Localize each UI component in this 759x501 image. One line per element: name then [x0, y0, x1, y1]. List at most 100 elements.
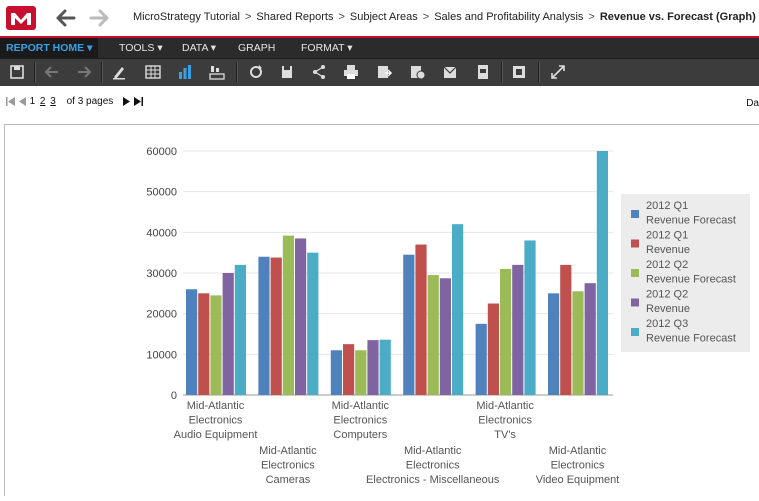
menu-data-label: DATA — [182, 42, 208, 54]
page-link[interactable]: 2 — [39, 96, 46, 107]
menu-report-home[interactable]: REPORT HOME ▾ — [0, 38, 99, 58]
breadcrumb-separator: > — [422, 11, 430, 23]
forward-arrow-icon[interactable] — [89, 9, 109, 27]
last-page-icon[interactable] — [133, 96, 143, 106]
y-tick-label: 60000 — [146, 146, 177, 158]
subscribe-icon[interactable] — [408, 63, 426, 81]
menu-report-home-label: REPORT HOME — [6, 42, 85, 54]
y-tick-label: 20000 — [146, 309, 177, 321]
bar — [572, 291, 584, 395]
print-icon[interactable] — [342, 63, 360, 81]
menu-tools-label: TOOLS — [119, 42, 155, 54]
top-bar: MicroStrategy Tutorial > Shared Reports > Su… — [0, 0, 759, 38]
breadcrumb-current: Revenue vs. Forecast (Graph) — [599, 11, 756, 23]
bar — [475, 323, 487, 395]
menu-bar: REPORT HOME ▾ TOOLS ▾ DATA ▾ GRAPH FORMA… — [0, 38, 759, 58]
export-pdf-icon[interactable] — [474, 63, 492, 81]
save-icon[interactable] — [8, 63, 26, 81]
legend-label: Revenue Forecast — [646, 215, 736, 227]
legend-swatch — [631, 328, 639, 336]
revenue-forecast-chart: 60000 50000 40000 30000 20000 10000 0 Mid-Atlan… — [146, 146, 750, 486]
share-icon[interactable] — [310, 63, 328, 81]
microstrategy-logo[interactable] — [6, 6, 36, 30]
bar — [282, 235, 294, 395]
bar — [415, 244, 427, 395]
design-mode-icon[interactable] — [110, 63, 128, 81]
save-as-icon[interactable] — [278, 63, 296, 81]
bar — [427, 275, 439, 395]
back-arrow-icon[interactable] — [56, 9, 76, 27]
y-tick-label: 40000 — [146, 227, 177, 239]
breadcrumb-item[interactable]: Subject Areas — [349, 11, 418, 23]
bar — [210, 295, 222, 395]
fullscreen-icon[interactable] — [549, 63, 567, 81]
y-tick-label: 30000 — [146, 268, 177, 280]
bar — [439, 278, 451, 395]
bar — [307, 252, 319, 395]
y-tick-label: 50000 — [146, 187, 177, 199]
breadcrumb-item[interactable]: MicroStrategy Tutorial — [133, 11, 240, 23]
bar — [295, 238, 307, 395]
options-icon[interactable] — [510, 63, 528, 81]
redo-icon[interactable] — [75, 63, 93, 81]
x-category-label: Mid-Atlantic — [259, 445, 317, 457]
legend-box — [621, 194, 750, 352]
x-category-label: Electronics — [551, 460, 605, 472]
chart-frame: 60000 50000 40000 30000 20000 10000 0 Mid-Atlan… — [4, 124, 759, 496]
breadcrumb-item[interactable]: Sales and Profitability Analysis — [434, 11, 584, 23]
bar — [596, 151, 608, 395]
x-category-label: Electronics — [261, 460, 315, 472]
breadcrumb-separator: > — [244, 11, 252, 23]
x-category-label: Electronics — [333, 415, 387, 427]
menu-tools[interactable]: TOOLS ▾ — [119, 38, 163, 58]
menu-format[interactable]: FORMAT ▾ — [301, 38, 353, 58]
x-category-label: Computers — [333, 429, 387, 441]
refresh-icon[interactable] — [247, 63, 265, 81]
graph-view-icon[interactable] — [176, 63, 194, 81]
grid-graph-view-icon[interactable] — [208, 63, 226, 81]
page-link[interactable]: 3 — [50, 96, 56, 107]
legend-label: Revenue — [646, 303, 690, 315]
bar — [198, 293, 210, 395]
bar — [367, 340, 379, 395]
legend-label: 2012 Q1 — [646, 200, 688, 212]
bar — [379, 339, 391, 395]
first-page-icon[interactable] — [6, 96, 16, 106]
chevron-down-icon: ▾ — [157, 42, 163, 54]
legend-label: Revenue — [646, 244, 690, 256]
toolbar — [0, 58, 759, 86]
bar — [234, 264, 246, 395]
bar — [343, 344, 355, 395]
breadcrumb-item[interactable]: Shared Reports — [256, 11, 334, 23]
legend-label: 2012 Q2 — [646, 289, 688, 301]
previous-page-icon[interactable] — [18, 96, 27, 106]
x-category-label: Mid-Atlantic — [332, 400, 390, 412]
menu-data[interactable]: DATA ▾ — [182, 38, 216, 58]
page-count-label: of 3 pages — [66, 96, 114, 107]
bar — [512, 264, 524, 395]
x-category-label: Mid-Atlantic — [476, 400, 534, 412]
x-category-label: Audio Equipment — [174, 429, 258, 441]
legend-swatch — [631, 298, 639, 307]
bar — [403, 254, 415, 395]
export-icon[interactable] — [375, 63, 393, 81]
legend-label: Revenue Forecast — [646, 274, 736, 286]
x-category-label: TV's — [494, 429, 516, 441]
undo-icon[interactable] — [43, 63, 61, 81]
menu-graph[interactable]: GRAPH — [238, 38, 275, 58]
bar — [258, 256, 270, 395]
legend-swatch — [631, 210, 639, 218]
bar — [524, 240, 536, 395]
breadcrumb: MicroStrategy Tutorial > Shared Reports > Su… — [133, 11, 756, 23]
email-icon[interactable] — [441, 63, 459, 81]
chevron-down-icon: ▾ — [210, 42, 217, 54]
chevron-down-icon: ▾ — [87, 42, 93, 54]
bar — [500, 268, 512, 395]
x-category-label: Mid-Atlantic — [187, 400, 245, 412]
menu-graph-label: GRAPH — [238, 42, 276, 54]
grid-view-icon[interactable] — [144, 63, 162, 81]
next-page-icon[interactable] — [122, 96, 131, 106]
legend-label: 2012 Q1 — [646, 230, 688, 242]
y-tick-label: 10000 — [146, 349, 177, 361]
bar — [222, 273, 234, 395]
